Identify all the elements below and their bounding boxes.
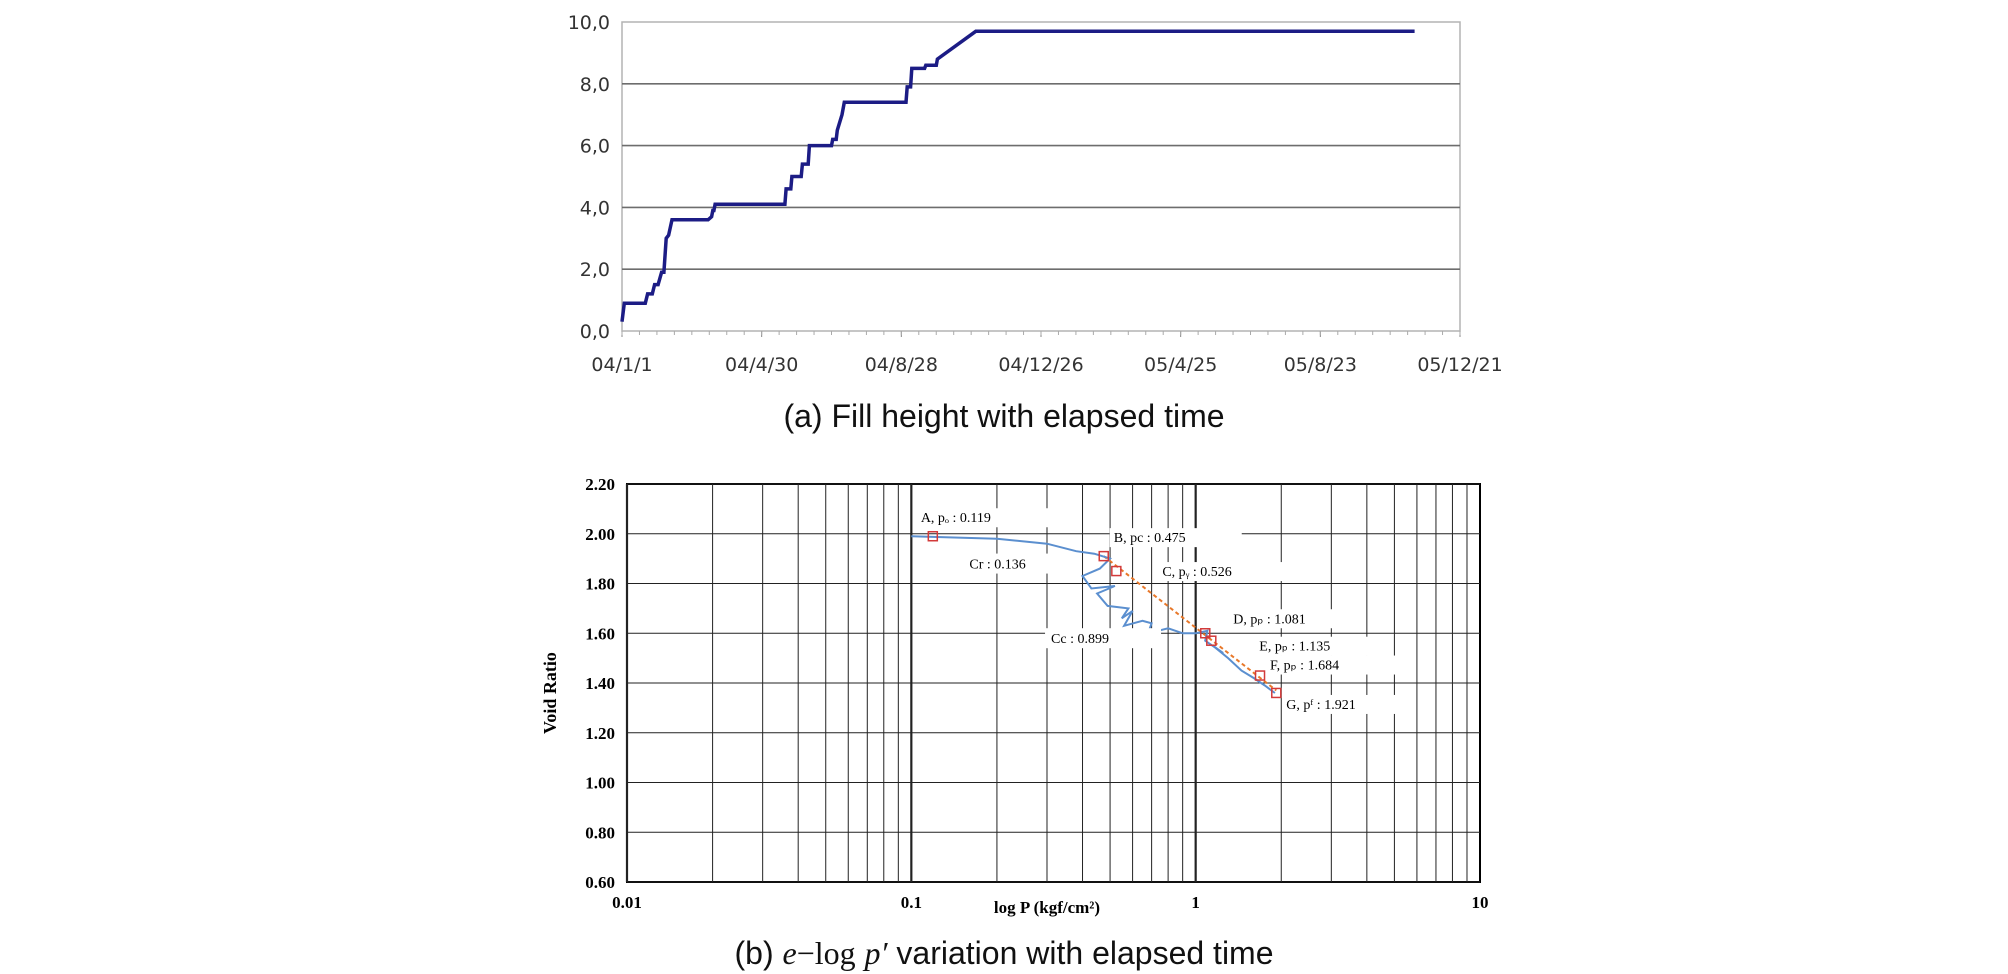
x-tick-label-a: 04/8/28 (865, 354, 938, 376)
y-tick-label-b: 1.00 (585, 774, 615, 793)
x-tick-label-a: 05/4/25 (1144, 354, 1217, 376)
plot-area-a (621, 21, 1461, 332)
point-marker (1111, 565, 1122, 577)
x-tick-label-b: 0.01 (612, 893, 642, 912)
y-tick-label-b: 1.80 (585, 575, 615, 594)
annotation-label: Cr : 0.136 (969, 558, 1025, 573)
caption-b-math-log: log (814, 935, 856, 971)
y-tick-label-a: 2,0 (580, 259, 610, 281)
caption-b-math-minus: − (796, 935, 815, 971)
fill-height-line (620, 29, 1415, 322)
point-label: A, pₒ : 0.119 (921, 511, 991, 526)
point-label-bg (1266, 655, 1399, 675)
point-label-bg (916, 508, 1049, 528)
x-tick-label-a: 04/12/26 (998, 354, 1083, 376)
caption-b-math-p: p′ (864, 935, 888, 971)
y-tick-label-a: 4,0 (580, 197, 610, 219)
caption-b: (b) e−log p′ variation with elapsed time (0, 935, 2008, 972)
point-marker (1200, 628, 1211, 639)
caption-b-suffix: variation with elapsed time (896, 935, 1274, 971)
point-marker (1206, 635, 1217, 646)
e-log-p-chart: 0.60 0.80 1.00 1.20 1.40 1.60 1.80 2.00 2.20 0.01… (540, 475, 1489, 917)
x-tick-label-b: 10 (1472, 893, 1489, 912)
annotation-bg (1045, 628, 1162, 649)
y-tick-label-b: 2.20 (585, 475, 615, 494)
x-tick-label-b: 1 (1191, 893, 1200, 912)
y-tick-label-b: 1.20 (585, 724, 615, 743)
annotation-label: Cc : 0.899 (1051, 632, 1109, 647)
x-tick-label-b: 0.1 (901, 893, 922, 912)
point-marker (1098, 550, 1109, 562)
point-marker (1254, 670, 1266, 681)
point-label: E, pₚ : 1.135 (1259, 640, 1330, 655)
point-label: G, pᶠ : 1.921 (1286, 698, 1355, 713)
point-label-bg (1229, 609, 1362, 629)
x-tick-label-a: 04/1/1 (591, 354, 652, 376)
x-tick-label-a: 05/12/21 (1417, 354, 1502, 376)
point-label: F, pₚ : 1.684 (1270, 659, 1339, 674)
point-label-bg (1255, 636, 1388, 656)
x-tick-label-a: 05/8/23 (1284, 354, 1357, 376)
y-tick-label-b: 2.00 (585, 525, 615, 544)
y-tick-label-b: 1.60 (585, 624, 615, 643)
y-tick-label-b: 0.60 (585, 873, 615, 892)
x-axis-title-b: log P (kgf/cm²) (994, 898, 1100, 917)
compression-fit-line (1103, 555, 1277, 692)
annotation-bg (963, 553, 1080, 574)
point-marker (927, 530, 939, 542)
point-label-bg (1109, 528, 1242, 548)
y-axis-title-b: Void Ratio (540, 652, 560, 734)
point-label: D, pₚ : 1.081 (1233, 612, 1306, 627)
point-label-bg (1282, 694, 1415, 714)
y-tick-label-a: 0,0 (580, 321, 610, 343)
point-marker (1271, 687, 1282, 699)
point-label: B, pc : 0.475 (1114, 531, 1186, 546)
y-tick-label-b: 1.40 (585, 674, 615, 693)
y-tick-label-a: 8,0 (580, 74, 610, 96)
point-label-bg (1158, 562, 1291, 582)
caption-b-math-e: e (782, 935, 797, 971)
y-tick-label-a: 10,0 (568, 12, 610, 34)
caption-b-prefix: (b) (734, 935, 774, 971)
point-label: C, pᵧ : 0.526 (1162, 565, 1231, 580)
caption-a: (a) Fill height with elapsed time (783, 398, 1225, 434)
y-tick-label-a: 6,0 (580, 136, 610, 158)
x-tick-label-a: 04/4/30 (725, 354, 798, 376)
y-tick-label-b: 0.80 (585, 823, 615, 842)
fill-height-chart: 0,0 2,0 4,0 6,0 8,0 10,0 04/1/1 04/4/30 04/8/28 0… (568, 12, 1503, 376)
